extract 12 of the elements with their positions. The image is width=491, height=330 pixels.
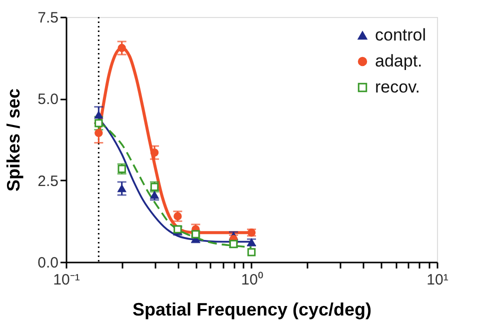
- legend-label: recov.: [375, 78, 420, 96]
- x-tick-label: 10⁻¹: [53, 272, 80, 288]
- x-axis-title: Spatial Frequency (cyc/deg): [132, 300, 372, 320]
- x-tick-label: 10¹: [426, 272, 448, 288]
- y-tick-label: 0.0: [38, 254, 58, 272]
- legend-label: control: [375, 26, 426, 44]
- y-axis-title: Spikes / sec: [4, 88, 24, 192]
- y-tick-label: 2.5: [38, 172, 58, 190]
- y-tick-label: 7.5: [38, 10, 58, 26]
- y-tick-label: 5.0: [38, 91, 58, 108]
- legend-label: adapt.: [375, 52, 422, 70]
- x-tick-label: 10⁰: [241, 272, 263, 288]
